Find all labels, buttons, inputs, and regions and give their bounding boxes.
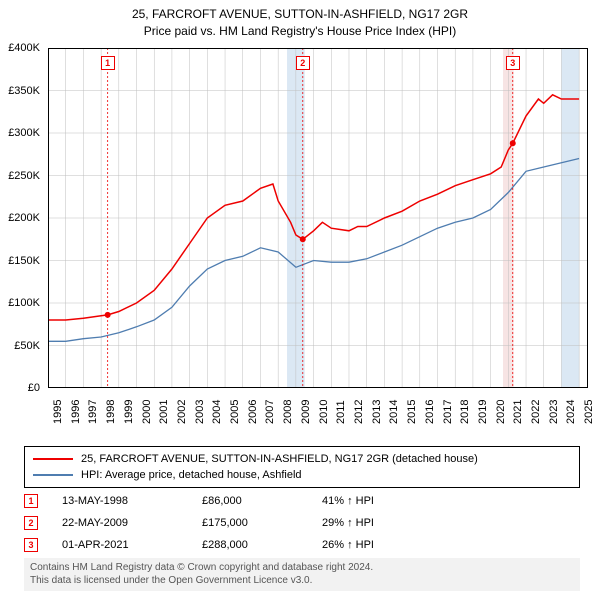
event-date: 01-APR-2021 bbox=[62, 539, 202, 551]
event-marker-badge: 3 bbox=[24, 538, 38, 552]
x-tick-label: 2017 bbox=[442, 400, 454, 424]
y-axis-ticks: £0£50K£100K£150K£200K£250K£300K£350K£400… bbox=[0, 48, 44, 388]
x-tick-label: 2009 bbox=[300, 400, 312, 424]
event-row: 1 13-MAY-1998£86,00041% ↑ HPI bbox=[24, 490, 580, 512]
title-line-2: Price paid vs. HM Land Registry's House … bbox=[0, 23, 600, 40]
chart-title: 25, FARCROFT AVENUE, SUTTON-IN-ASHFIELD,… bbox=[0, 0, 600, 40]
event-date: 13-MAY-1998 bbox=[62, 495, 202, 507]
x-tick-label: 2013 bbox=[371, 400, 383, 424]
event-pct: 41% ↑ HPI bbox=[322, 495, 442, 507]
event-marker-badge: 1 bbox=[24, 494, 38, 508]
x-axis-ticks: 1995 1996 1997 1998 1999 2000 2001 2002 2003 2004… bbox=[48, 390, 588, 450]
x-tick-label: 2020 bbox=[495, 400, 507, 424]
line-chart bbox=[48, 48, 588, 388]
x-tick-label: 2001 bbox=[158, 400, 170, 424]
x-tick-label: 2008 bbox=[282, 400, 294, 424]
legend-item: 25, FARCROFT AVENUE, SUTTON-IN-ASHFIELD,… bbox=[33, 451, 571, 467]
y-tick-label: £100K bbox=[8, 297, 40, 309]
x-tick-label: 2011 bbox=[335, 400, 347, 424]
legend-swatch bbox=[33, 458, 73, 460]
x-tick-label: 1996 bbox=[70, 400, 82, 424]
y-tick-label: £200K bbox=[8, 212, 40, 224]
x-tick-label: 2005 bbox=[229, 400, 241, 424]
event-price: £288,000 bbox=[202, 539, 322, 551]
x-tick-label: 2003 bbox=[194, 400, 206, 424]
x-tick-label: 2018 bbox=[459, 400, 471, 424]
x-tick-label: 2025 bbox=[583, 400, 595, 424]
x-tick-label: 2000 bbox=[141, 400, 153, 424]
event-marker-flag: 1 bbox=[101, 56, 115, 70]
y-tick-label: £400K bbox=[8, 42, 40, 54]
x-tick-label: 1995 bbox=[52, 400, 64, 424]
x-tick-label: 2004 bbox=[211, 400, 223, 424]
x-tick-label: 1997 bbox=[87, 400, 99, 424]
title-line-1: 25, FARCROFT AVENUE, SUTTON-IN-ASHFIELD,… bbox=[0, 6, 600, 23]
x-tick-label: 2002 bbox=[176, 400, 188, 424]
legend-item: HPI: Average price, detached house, Ashf… bbox=[33, 467, 571, 483]
y-tick-label: £350K bbox=[8, 85, 40, 97]
y-tick-label: £0 bbox=[28, 382, 40, 394]
event-row: 2 22-MAY-2009£175,00029% ↑ HPI bbox=[24, 512, 580, 534]
events-table: 1 13-MAY-1998£86,00041% ↑ HPI 2 22-MAY-2009… bbox=[24, 490, 580, 556]
x-tick-label: 2016 bbox=[424, 400, 436, 424]
y-tick-label: £300K bbox=[8, 127, 40, 139]
legend-label: 25, FARCROFT AVENUE, SUTTON-IN-ASHFIELD,… bbox=[81, 453, 478, 465]
y-tick-label: £150K bbox=[8, 255, 40, 267]
x-tick-label: 2019 bbox=[477, 400, 489, 424]
x-tick-label: 2010 bbox=[318, 400, 330, 424]
legend-label: HPI: Average price, detached house, Ashf… bbox=[81, 469, 302, 481]
x-tick-label: 1998 bbox=[105, 400, 117, 424]
y-tick-label: £250K bbox=[8, 170, 40, 182]
x-tick-label: 2012 bbox=[353, 400, 365, 424]
x-tick-label: 2006 bbox=[247, 400, 259, 424]
chart-plot-area: 1 2 3 bbox=[48, 48, 588, 388]
x-tick-label: 2021 bbox=[512, 400, 524, 424]
x-tick-label: 1999 bbox=[123, 400, 135, 424]
event-pct: 29% ↑ HPI bbox=[322, 517, 442, 529]
event-row: 3 01-APR-2021£288,00026% ↑ HPI bbox=[24, 534, 580, 556]
x-tick-label: 2007 bbox=[264, 400, 276, 424]
event-date: 22-MAY-2009 bbox=[62, 517, 202, 529]
event-marker-flag: 3 bbox=[506, 56, 520, 70]
x-tick-label: 2024 bbox=[565, 400, 577, 424]
event-marker-badge: 2 bbox=[24, 516, 38, 530]
event-marker-flag: 2 bbox=[296, 56, 310, 70]
footer-line-2: This data is licensed under the Open Gov… bbox=[30, 575, 574, 588]
x-tick-label: 2014 bbox=[388, 400, 400, 424]
footer-attribution: Contains HM Land Registry data © Crown c… bbox=[24, 558, 580, 591]
x-tick-label: 2022 bbox=[530, 400, 542, 424]
y-tick-label: £50K bbox=[14, 340, 40, 352]
legend: 25, FARCROFT AVENUE, SUTTON-IN-ASHFIELD,… bbox=[24, 446, 580, 488]
footer-line-1: Contains HM Land Registry data © Crown c… bbox=[30, 562, 574, 575]
x-tick-label: 2015 bbox=[406, 400, 418, 424]
event-price: £175,000 bbox=[202, 517, 322, 529]
event-price: £86,000 bbox=[202, 495, 322, 507]
legend-swatch bbox=[33, 474, 73, 476]
event-pct: 26% ↑ HPI bbox=[322, 539, 442, 551]
x-tick-label: 2023 bbox=[548, 400, 560, 424]
